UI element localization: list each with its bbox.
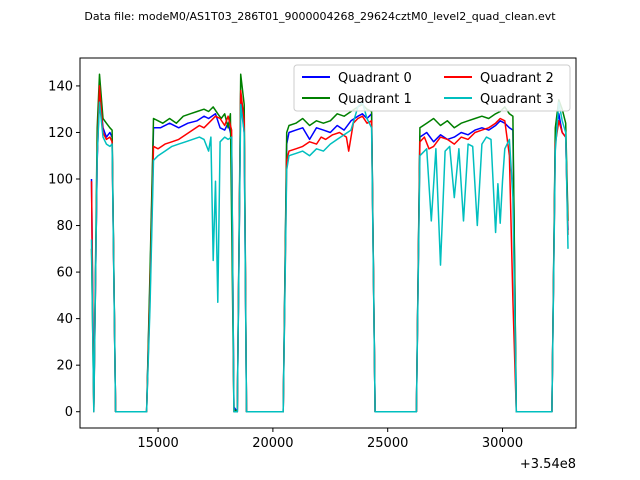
plot-area: [79, 57, 577, 429]
plot-frame: [79, 57, 577, 429]
y-tick-label: 40: [56, 312, 73, 327]
legend-label: Quadrant 0: [338, 71, 412, 86]
y-tick-label: 100: [48, 173, 73, 188]
legend-label: Quadrant 3: [480, 92, 554, 107]
x-axis: 15000 20000 25000 30000: [137, 428, 523, 451]
series-line-quadrant-3: [90, 101, 569, 413]
legend-box: [293, 64, 571, 112]
y-tick-label: 0: [65, 405, 73, 420]
legend-label: Quadrant 2: [480, 71, 554, 86]
x-tick-label: 20000: [252, 436, 293, 451]
legend: Quadrant 0 Quadrant 1 Quadrant 2 Quadrant 3: [293, 64, 571, 112]
y-tick-label: 80: [56, 219, 73, 234]
legend-label: Quadrant 1: [338, 92, 412, 107]
series-line-quadrant-1: [90, 73, 569, 413]
y-axis: 0 20 40 60 80 100 120 140: [48, 79, 80, 420]
y-tick-label: 20: [56, 359, 73, 374]
x-tick-label: 25000: [367, 436, 408, 451]
x-tick-label: 15000: [137, 436, 178, 451]
x-tick-label: 30000: [482, 436, 523, 451]
series-group: [90, 73, 569, 413]
series-line-quadrant-0: [90, 89, 569, 413]
series-line-quadrant-2: [90, 85, 569, 413]
x-axis-offset-label: +3.54e8: [520, 457, 576, 472]
chart-title: Data file: modeM0/AS1T03_286T01_90000042…: [84, 10, 556, 23]
y-tick-label: 140: [48, 79, 73, 94]
y-tick-label: 120: [48, 126, 73, 141]
y-tick-label: 60: [56, 266, 73, 281]
